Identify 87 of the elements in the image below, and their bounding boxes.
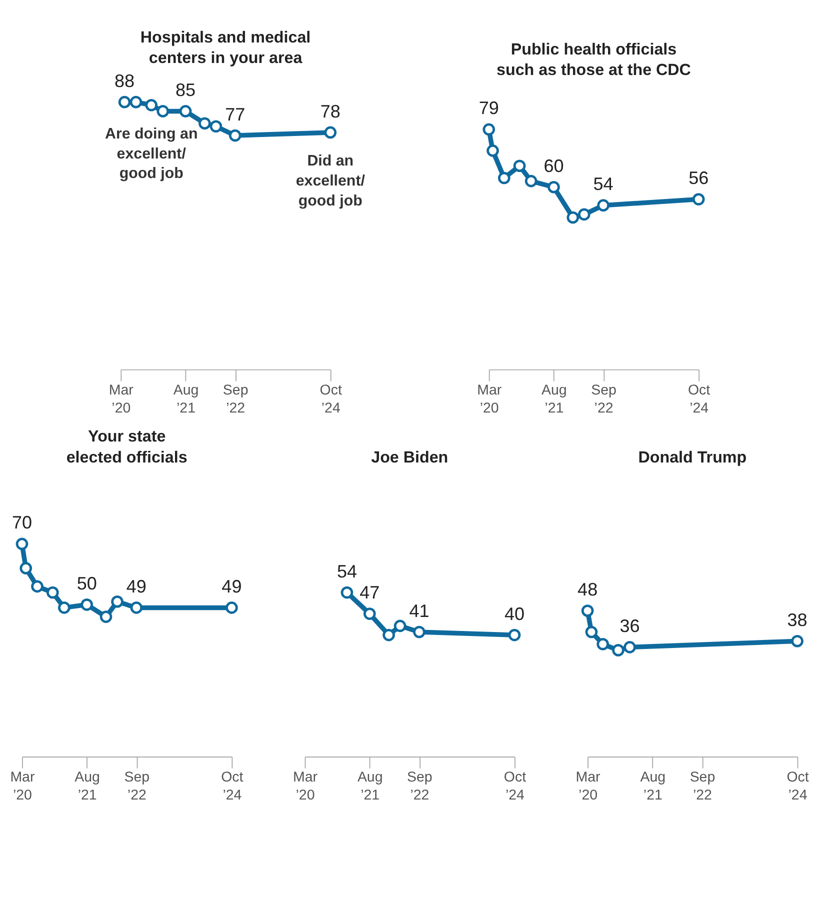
x-tick-label: Oct ’24 [504, 770, 526, 804]
data-label: 47 [360, 582, 380, 603]
point [130, 96, 142, 108]
x-tick-label: Aug ’21 [357, 770, 383, 804]
point [581, 604, 594, 617]
x-tick-label: Sep ’22 [591, 382, 617, 416]
point [156, 105, 170, 118]
data-label: 56 [688, 168, 709, 188]
point [228, 129, 242, 142]
x-tick-label: Mar ’20 [10, 770, 35, 804]
point [524, 174, 538, 188]
point [482, 123, 496, 136]
point [210, 120, 222, 133]
point [548, 180, 560, 194]
x-tick-label: Oct ’24 [221, 770, 244, 804]
point [394, 620, 406, 632]
data-label: 38 [787, 610, 808, 630]
x-tick-label: Oct ’24 [786, 770, 809, 804]
x-tick-label: Sep ’22 [124, 770, 150, 804]
point [413, 626, 426, 638]
point [486, 144, 499, 157]
point [597, 199, 610, 212]
data-label: 88 [114, 70, 135, 91]
point [498, 172, 510, 184]
point [20, 562, 32, 574]
data-label: 79 [478, 98, 499, 118]
x-tick-label: Mar ’20 [108, 382, 134, 416]
data-label: 85 [176, 80, 196, 100]
point [46, 586, 59, 599]
annotation: Are doing an excellent/ good job [104, 125, 198, 182]
point [16, 538, 28, 550]
x-tick-label: Oct ’24 [688, 382, 710, 416]
point [145, 98, 158, 112]
point [692, 193, 705, 206]
data-label: 78 [320, 101, 340, 122]
point [179, 105, 192, 118]
x-tick-label: Mar ’20 [292, 770, 318, 804]
x-tick-label: Sep ’22 [407, 770, 432, 804]
data-label: 77 [225, 104, 246, 124]
x-tick-label: Aug ’21 [74, 770, 100, 804]
chart-title: Your state elected officials [66, 427, 188, 466]
x-tick-label: Oct ’24 [320, 382, 342, 416]
data-label: 49 [222, 576, 242, 597]
x-tick-label: Aug ’21 [542, 382, 567, 416]
data-label: 49 [126, 576, 146, 597]
x-tick-label: Mar ’20 [477, 382, 502, 416]
point [340, 586, 354, 599]
data-label: 41 [409, 600, 430, 621]
point [31, 580, 44, 593]
x-tick-label: Aug ’21 [173, 382, 199, 416]
point [80, 598, 93, 611]
chart-title: Hospitals and medical centers in your area [140, 28, 311, 68]
point [111, 595, 124, 608]
point [578, 208, 590, 221]
point [58, 602, 70, 614]
point [585, 626, 598, 638]
chart-title: Donald Trump [638, 448, 747, 466]
chart-title: Joe Biden [371, 448, 448, 466]
data-label: 40 [504, 604, 525, 624]
point [596, 638, 609, 650]
data-label: 50 [76, 573, 97, 594]
data-label: 48 [578, 580, 598, 600]
point [198, 117, 211, 130]
x-tick-label: Sep ’22 [222, 382, 248, 416]
point [566, 211, 580, 224]
data-label: 54 [336, 561, 357, 582]
point [513, 160, 526, 172]
point [791, 634, 804, 648]
point [118, 96, 131, 108]
x-tick-label: Mar ’20 [576, 770, 601, 804]
point [612, 644, 624, 656]
data-label: 54 [593, 174, 614, 194]
x-tick-label: Sep ’22 [690, 770, 716, 804]
point [324, 126, 337, 139]
point [100, 610, 112, 623]
chart-title: Public health officials such as those at the CDC [496, 40, 692, 80]
x-tick-label: Aug ’21 [640, 770, 666, 804]
point [382, 628, 395, 642]
point [624, 641, 636, 654]
point [508, 628, 521, 642]
data-label: 60 [544, 156, 564, 176]
point [130, 602, 143, 614]
data-label: 70 [12, 512, 32, 533]
point [363, 608, 376, 620]
annotation: Did an excellent/ good job [296, 152, 366, 210]
point [226, 602, 238, 614]
data-label: 36 [620, 616, 640, 636]
